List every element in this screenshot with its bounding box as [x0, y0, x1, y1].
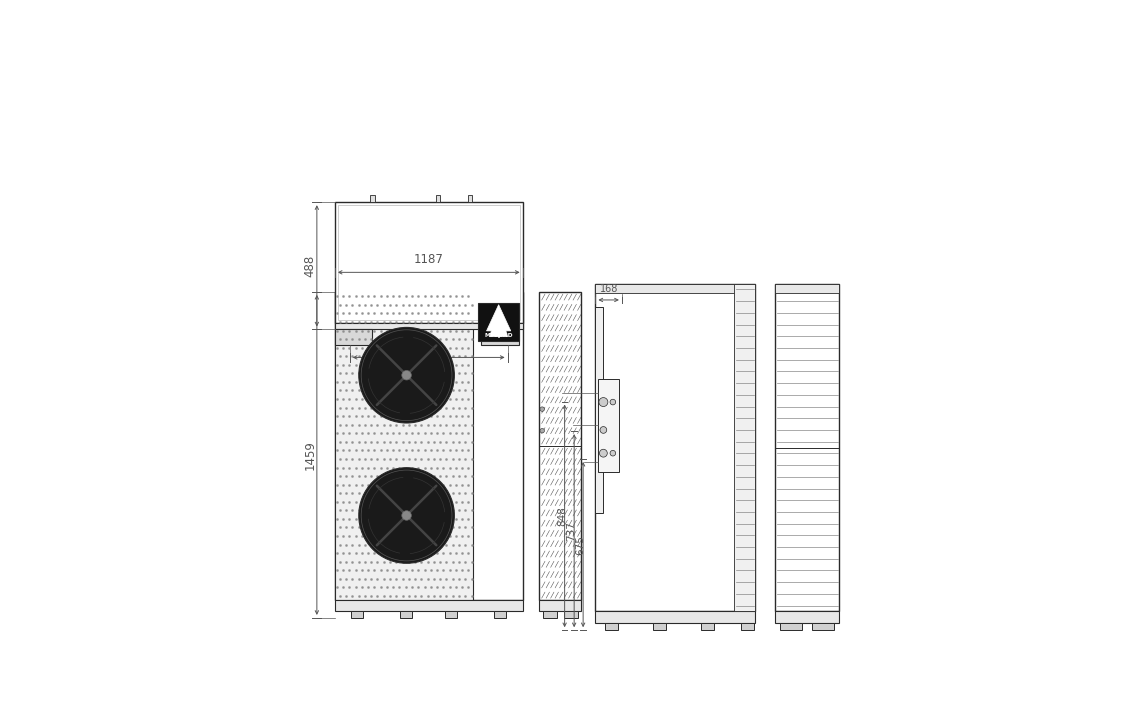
Text: MYCOND: MYCOND [484, 333, 513, 339]
Circle shape [359, 467, 455, 563]
Bar [595, 612, 755, 623]
Circle shape [540, 429, 545, 433]
Bar [605, 623, 618, 630]
Circle shape [610, 399, 616, 405]
Text: 1187: 1187 [414, 253, 443, 266]
Bar [595, 284, 755, 293]
Bar [337, 205, 520, 320]
Bar [370, 195, 375, 202]
Bar [335, 330, 373, 345]
Text: 737: 737 [567, 521, 577, 541]
Bar [734, 284, 755, 612]
Circle shape [610, 451, 616, 456]
Bar [435, 195, 440, 202]
Bar [445, 611, 457, 618]
Bar [467, 195, 472, 202]
Bar [598, 379, 619, 472]
Bar [563, 611, 578, 618]
Bar [595, 306, 603, 513]
Bar [335, 292, 522, 601]
Bar [539, 601, 581, 611]
Circle shape [359, 328, 455, 423]
Bar [335, 601, 522, 611]
Bar [653, 623, 666, 630]
Circle shape [540, 407, 545, 411]
Bar [351, 611, 364, 618]
Bar [481, 330, 519, 345]
Circle shape [600, 449, 608, 457]
Bar [595, 284, 755, 612]
Text: 1459: 1459 [303, 440, 317, 470]
Circle shape [598, 397, 608, 406]
Bar [479, 303, 519, 341]
Bar [400, 611, 413, 618]
Bar [335, 202, 522, 323]
Bar [335, 323, 522, 330]
Text: 675: 675 [576, 534, 585, 555]
Bar [494, 611, 506, 618]
Text: 488: 488 [303, 255, 317, 277]
Bar [775, 284, 839, 293]
Circle shape [600, 427, 606, 433]
Bar [539, 292, 581, 601]
Circle shape [401, 511, 412, 521]
Bar [701, 623, 714, 630]
Text: 168: 168 [600, 285, 618, 294]
Text: 848: 848 [556, 506, 567, 526]
Bar [775, 284, 839, 612]
Bar [543, 611, 557, 618]
Polygon shape [487, 305, 511, 336]
Text: 830: 830 [417, 363, 440, 376]
Bar [812, 623, 834, 630]
Bar [775, 612, 839, 623]
Circle shape [401, 371, 412, 380]
Bar [741, 623, 754, 630]
Bar [335, 292, 473, 601]
Bar [780, 623, 803, 630]
